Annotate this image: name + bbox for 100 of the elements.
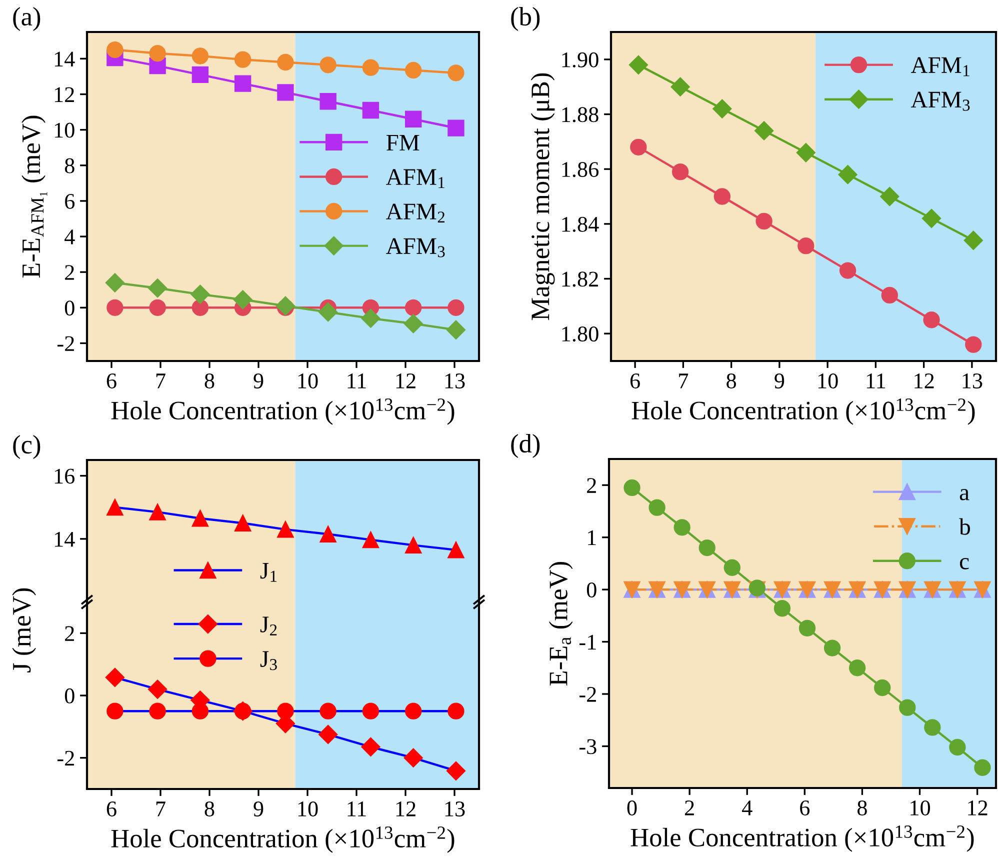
x-tick-label: 8 [204, 801, 214, 816]
point [648, 499, 666, 516]
y-tick-label: -1 [580, 634, 596, 650]
x-tick-label: 12 [396, 374, 416, 388]
point [839, 262, 856, 279]
x-tick-label: 4 [742, 800, 752, 816]
y-tick-label: 0 [64, 300, 74, 316]
x-tick-label: 11 [348, 802, 366, 816]
point [190, 284, 210, 304]
x-axis-title: Hole Concentration (×10$^{13}$cm$^{−2}$) [630, 826, 974, 852]
y-tick-label: 14 [54, 532, 75, 547]
point [922, 208, 942, 228]
point [448, 299, 464, 316]
point [277, 54, 294, 71]
point [824, 640, 841, 656]
point [192, 510, 209, 527]
y-axis-title: E-E$_{a}$ (meV) [548, 562, 573, 686]
point [670, 77, 690, 96]
point [149, 45, 166, 62]
y-axis-title: J (meV) [12, 588, 36, 672]
point [106, 702, 124, 720]
point [712, 99, 732, 118]
point [148, 680, 168, 699]
y-tick-label: 2 [65, 265, 74, 280]
x-tick-label: 8 [726, 373, 736, 388]
point [234, 702, 252, 720]
y-tick-label: 1.82 [562, 272, 598, 287]
chart-title: (c) [13, 435, 40, 459]
point [448, 64, 464, 82]
point [405, 536, 422, 554]
x-tick-label: 11 [348, 374, 366, 388]
y-tick-label: 14 [54, 52, 75, 66]
legend-label: a [960, 488, 970, 500]
point [774, 600, 791, 617]
x-tick-label: 6 [106, 374, 116, 388]
point [320, 56, 336, 74]
x-tick-label: 13 [445, 802, 465, 816]
y-tick-label: -2 [580, 686, 596, 702]
point [192, 66, 209, 84]
point [361, 308, 380, 328]
x-tick-label: 8 [204, 373, 214, 388]
legend-label: AFM$_{3}$ [386, 238, 445, 258]
legend-label: J$_{2}$ [260, 616, 277, 636]
point [923, 312, 940, 328]
x-axis-title: Hole Concentration (×10$^{13}$cm$^{−2}$) [111, 398, 454, 425]
point [234, 514, 252, 532]
x-tick-label: 10 [298, 373, 318, 388]
y-tick-label: -2 [58, 336, 74, 351]
point [838, 165, 858, 184]
point [754, 121, 774, 140]
legend-label: AFM$_{2}$ [386, 204, 444, 223]
point [277, 702, 294, 720]
y-axis-title: Magnetic moment (μB) [530, 73, 555, 320]
x-tick-label: 0 [627, 800, 637, 816]
point [874, 679, 891, 696]
point [796, 143, 816, 162]
point [624, 479, 640, 496]
point [405, 702, 422, 720]
x-tick-label: 7 [679, 374, 688, 388]
y-tick-label: 1.88 [562, 107, 598, 122]
y-tick-label: 12 [54, 87, 74, 102]
x-tick-label: 12 [914, 374, 934, 388]
legend-label: J$_{1}$ [260, 562, 277, 582]
point [105, 668, 124, 687]
point [672, 163, 689, 180]
point [965, 336, 982, 353]
point [233, 290, 252, 310]
x-tick-label: 13 [962, 374, 982, 388]
y-tick-label: 0 [64, 688, 74, 704]
point [192, 48, 209, 64]
x-tick-label: 2 [684, 800, 694, 816]
x-tick-label: 9 [774, 374, 784, 388]
x-tick-label: 6 [106, 802, 116, 816]
point [106, 41, 124, 58]
x-axis-title: Hole Concentration (×10$^{13}$cm$^{−2}$) [632, 398, 975, 425]
point [404, 748, 423, 768]
y-tick-label: 2 [587, 478, 596, 493]
x-tick-label: 13 [445, 374, 465, 388]
y-tick-label: 1 [588, 530, 596, 546]
point [277, 84, 294, 101]
point [318, 302, 338, 322]
point [628, 55, 648, 74]
y-tick-label: 1.80 [562, 326, 598, 342]
legend-label: AFM$_{1}$ [910, 57, 970, 76]
point [949, 738, 966, 756]
y-tick-label: -2 [58, 750, 74, 766]
point [362, 702, 380, 720]
legend-label: AFM$_{3}$ [910, 92, 970, 111]
y-tick-label: -3 [580, 739, 596, 754]
y-tick-label: 16 [54, 468, 75, 484]
point [880, 186, 900, 206]
legend-label: FM [386, 134, 420, 150]
point [756, 212, 772, 230]
point [106, 299, 124, 316]
point [405, 62, 422, 79]
point [848, 660, 866, 676]
point [149, 504, 166, 520]
x-tick-label: 7 [156, 374, 166, 388]
point [881, 286, 898, 304]
point [448, 702, 464, 720]
